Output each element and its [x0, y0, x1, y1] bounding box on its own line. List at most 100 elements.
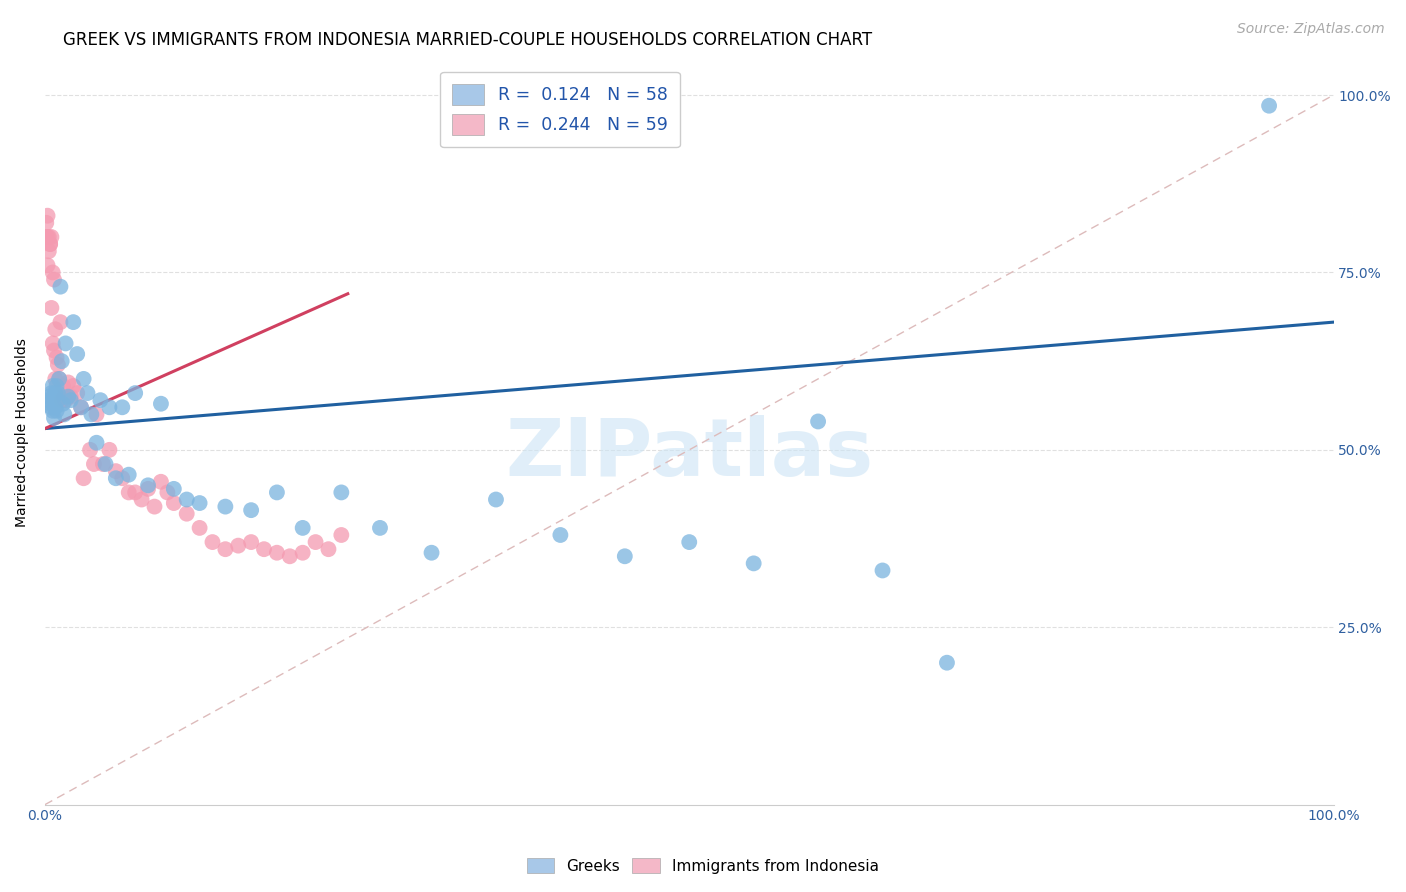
Point	[45, 404, 67, 418]
Text: ZIPatlas: ZIPatlas	[505, 416, 873, 493]
Point	[807, 414, 830, 428]
Point	[872, 564, 894, 578]
Point	[41, 401, 63, 415]
Point	[176, 507, 198, 521]
Point	[42, 411, 65, 425]
Point	[66, 386, 89, 401]
Point	[41, 336, 63, 351]
Point	[368, 521, 391, 535]
Point	[37, 230, 59, 244]
Point	[44, 401, 66, 415]
Point	[936, 656, 959, 670]
Point	[188, 521, 211, 535]
Point	[48, 372, 70, 386]
Point	[53, 390, 76, 404]
Y-axis label: Married-couple Households: Married-couple Households	[15, 338, 30, 526]
Text: Source: ZipAtlas.com: Source: ZipAtlas.com	[1237, 22, 1385, 37]
Point	[131, 492, 153, 507]
Point	[291, 546, 314, 560]
Point	[91, 457, 114, 471]
Point	[76, 386, 98, 401]
Point	[98, 401, 121, 415]
Point	[44, 322, 66, 336]
Point	[44, 372, 66, 386]
Point	[38, 230, 60, 244]
Point	[226, 539, 249, 553]
Point	[38, 244, 60, 259]
Point	[613, 549, 636, 564]
Point	[44, 386, 66, 401]
Point	[62, 379, 84, 393]
Point	[86, 408, 108, 422]
Point	[55, 336, 77, 351]
Point	[52, 397, 75, 411]
Point	[330, 485, 353, 500]
Point	[79, 442, 101, 457]
Point	[550, 528, 572, 542]
Point	[37, 209, 59, 223]
Point	[1258, 99, 1281, 113]
Point	[42, 343, 65, 358]
Point	[124, 386, 146, 401]
Point	[51, 354, 73, 368]
Point	[214, 500, 236, 514]
Point	[118, 485, 141, 500]
Point	[46, 386, 69, 401]
Point	[56, 376, 79, 390]
Point	[253, 542, 276, 557]
Point	[41, 386, 63, 401]
Point	[188, 496, 211, 510]
Point	[39, 237, 62, 252]
Point	[136, 482, 159, 496]
Point	[62, 315, 84, 329]
Point	[214, 542, 236, 557]
Point	[149, 397, 172, 411]
Point	[72, 471, 94, 485]
Point	[52, 379, 75, 393]
Point	[266, 546, 288, 560]
Point	[742, 557, 765, 571]
Point	[485, 492, 508, 507]
Point	[42, 272, 65, 286]
Point	[55, 393, 77, 408]
Point	[318, 542, 340, 557]
Point	[98, 442, 121, 457]
Point	[56, 390, 79, 404]
Point	[41, 404, 63, 418]
Point	[156, 485, 179, 500]
Point	[51, 393, 73, 408]
Point	[143, 500, 166, 514]
Point	[70, 401, 93, 415]
Point	[420, 546, 443, 560]
Legend: Greeks, Immigrants from Indonesia: Greeks, Immigrants from Indonesia	[520, 852, 886, 880]
Point	[37, 393, 59, 408]
Point	[104, 464, 127, 478]
Point	[176, 492, 198, 507]
Point	[240, 503, 263, 517]
Point	[70, 401, 93, 415]
Point	[240, 535, 263, 549]
Point	[59, 393, 82, 408]
Point	[49, 279, 72, 293]
Point	[330, 528, 353, 542]
Point	[39, 237, 62, 252]
Point	[46, 393, 69, 408]
Point	[94, 457, 117, 471]
Point	[41, 265, 63, 279]
Point	[72, 372, 94, 386]
Point	[304, 535, 326, 549]
Text: GREEK VS IMMIGRANTS FROM INDONESIA MARRIED-COUPLE HOUSEHOLDS CORRELATION CHART: GREEK VS IMMIGRANTS FROM INDONESIA MARRI…	[63, 31, 872, 49]
Point	[48, 372, 70, 386]
Point	[38, 390, 60, 404]
Point	[39, 397, 62, 411]
Point	[59, 390, 82, 404]
Point	[136, 478, 159, 492]
Point	[46, 358, 69, 372]
Point	[111, 471, 134, 485]
Point	[45, 351, 67, 365]
Point	[49, 315, 72, 329]
Point	[149, 475, 172, 489]
Point	[80, 408, 103, 422]
Point	[41, 230, 63, 244]
Point	[45, 379, 67, 393]
